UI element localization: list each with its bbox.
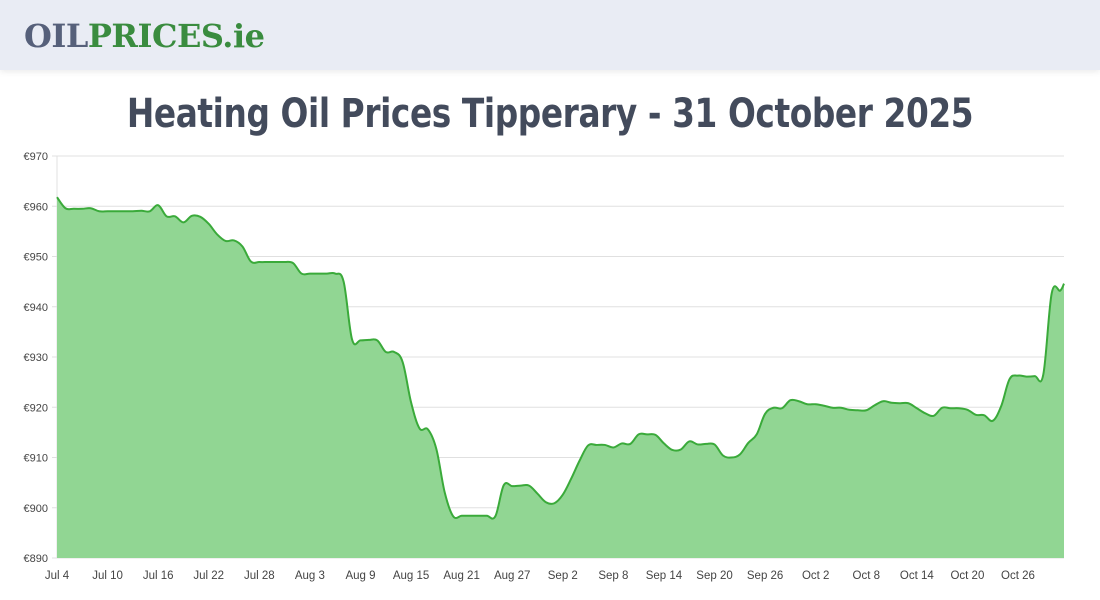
x-axis-labels: Jul 4 Jul 10 Jul 16 Jul 22 Jul 28 Aug 3 Aug 9 A… bbox=[45, 570, 1035, 582]
x-tick-label: Sep 8 bbox=[598, 570, 628, 582]
y-tick-label: €890 bbox=[24, 553, 48, 565]
x-tick-label: Aug 21 bbox=[443, 570, 479, 582]
y-tick-label: €960 bbox=[24, 201, 48, 213]
site-header: OILPRICES.ie bbox=[0, 0, 1100, 70]
page-title: Heating Oil Prices Tipperary - 31 Octobe… bbox=[126, 91, 974, 137]
x-tick-label: Aug 27 bbox=[494, 570, 530, 582]
y-axis-labels: €970 €960 €950 €940 €930 €920 €910 €900 €890 bbox=[24, 151, 48, 565]
price-line bbox=[56, 196, 1065, 520]
y-tick-label: €950 bbox=[24, 252, 48, 264]
x-tick-label: Jul 28 bbox=[244, 570, 275, 582]
x-tick-label: Jul 4 bbox=[45, 570, 70, 582]
x-tick-label: Oct 14 bbox=[900, 570, 934, 582]
y-tick-label: €920 bbox=[24, 402, 48, 414]
x-tick-label: Sep 2 bbox=[548, 570, 578, 582]
y-tick-label: €940 bbox=[24, 302, 48, 314]
x-tick-label: Jul 10 bbox=[92, 570, 123, 582]
x-tick-label: Jul 16 bbox=[143, 570, 174, 582]
x-tick-label: Jul 22 bbox=[193, 570, 224, 582]
y-tick-label: €970 bbox=[24, 151, 48, 163]
site-logo[interactable]: OILPRICES.ie bbox=[24, 16, 265, 56]
x-tick-label: Aug 9 bbox=[345, 570, 375, 582]
x-tick-label: Oct 20 bbox=[950, 570, 984, 582]
logo-prices-text: PRICES.ie bbox=[87, 17, 265, 55]
x-tick-label: Oct 8 bbox=[853, 570, 880, 582]
x-tick-label: Oct 2 bbox=[802, 570, 829, 582]
x-tick-label: Aug 15 bbox=[393, 570, 429, 582]
price-area-fill bbox=[57, 197, 1064, 558]
x-tick-label: Sep 26 bbox=[747, 570, 783, 582]
y-tick-label: €930 bbox=[24, 352, 48, 364]
logo-oil-text: OIL bbox=[24, 17, 88, 55]
y-tick-label: €910 bbox=[24, 453, 48, 465]
x-tick-label: Sep 20 bbox=[696, 570, 732, 582]
x-tick-label: Sep 14 bbox=[646, 570, 683, 582]
x-tick-label: Oct 26 bbox=[1001, 570, 1035, 582]
x-tick-label: Aug 3 bbox=[295, 570, 325, 582]
y-tick-label: €900 bbox=[24, 503, 48, 515]
